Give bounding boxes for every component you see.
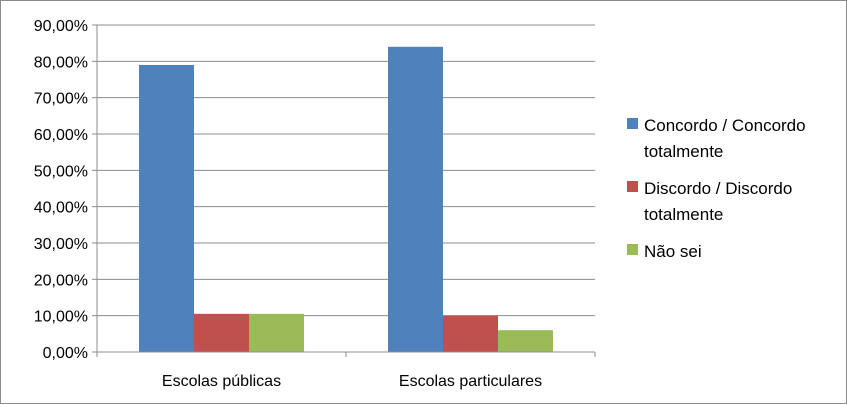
y-tick-label: 10,00% [34,309,88,326]
legend-label: totalmente [644,205,723,224]
axes [92,24,596,357]
y-tick-label: 0,00% [43,345,88,362]
category-label: Escolas públicas [162,373,281,390]
y-tick-label: 50,00% [34,163,88,180]
legend-swatch [627,244,638,255]
bar [443,315,498,352]
y-tick-label: 90,00% [34,18,88,35]
bar [498,330,553,352]
legend-swatch [627,118,638,129]
bars [139,46,553,353]
legend-label: Não sei [644,242,702,261]
legend-label: Discordo / Discordo [644,179,792,198]
y-tick-label: 60,00% [34,127,88,144]
y-tick-label: 70,00% [34,91,88,108]
y-tick-label: 20,00% [34,272,88,289]
bar [139,64,194,352]
bar [249,313,304,352]
y-tick-label: 30,00% [34,236,88,253]
category-label: Escolas particulares [399,373,542,390]
y-tick-label: 40,00% [34,200,88,217]
legend-label: totalmente [644,142,723,161]
y-tick-label: 80,00% [34,54,88,71]
y-tick-labels: 0,00% 10,00% 20,00% 30,00% 40,00% 50,00% 60,00… [34,18,88,362]
bar [388,46,443,353]
category-labels: Escolas públicas Escolas particulares [162,373,542,390]
bar [194,313,249,352]
legend: Concordo / Concordo totalmente Discordo / … [627,116,806,261]
legend-label: Concordo / Concordo [644,116,806,135]
legend-swatch [627,181,638,192]
